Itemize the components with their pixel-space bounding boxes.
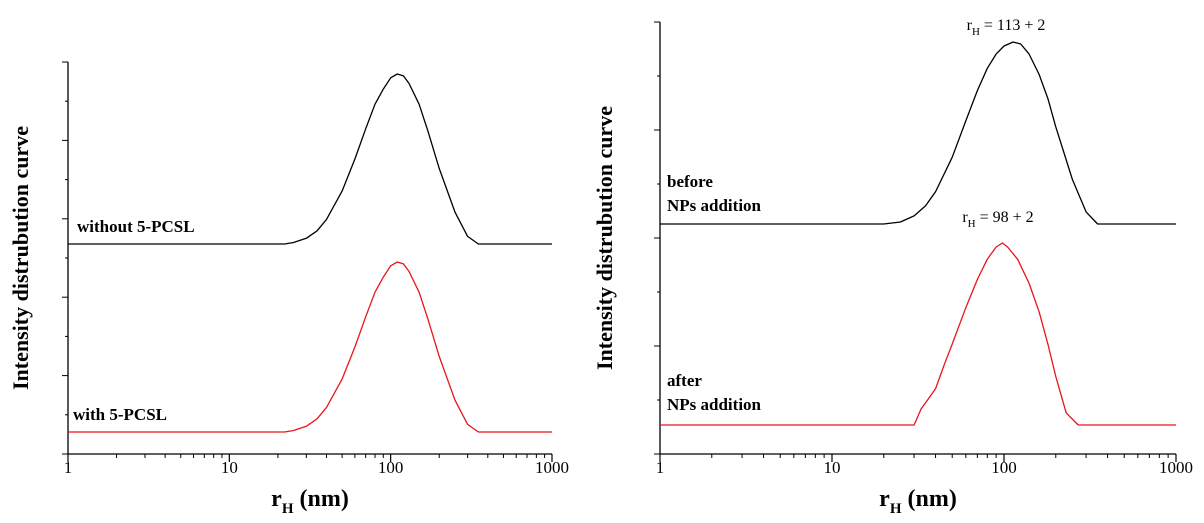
x-tick-label: 100 — [991, 458, 1017, 477]
annotation-rest: = 98 + 2 — [976, 209, 1034, 226]
x-tick-label: 10 — [824, 458, 841, 477]
x-axis-label-sub: H — [282, 501, 294, 517]
x-axis-label-rest: (nm) — [294, 486, 349, 512]
annotation-sub: H — [972, 26, 980, 38]
annotation-sub: H — [968, 218, 976, 230]
series-label: before — [667, 172, 713, 191]
series-line-before — [660, 41, 1176, 225]
x-axis-label-sub: H — [890, 501, 902, 517]
series-label: with 5-PCSL — [73, 405, 167, 424]
y-axis-label: Intensity distrubution curve — [8, 126, 33, 390]
x-tick-label: 100 — [378, 458, 404, 477]
y-axis-label: Intensity distrubution curve — [592, 106, 617, 370]
series-line-with-5-pcsl — [68, 261, 552, 433]
x-tick-label: 1 — [64, 458, 73, 477]
series-label: after — [667, 371, 702, 390]
annotation-main: r — [967, 17, 973, 34]
x-axis-label: rH (nm) — [271, 486, 349, 517]
x-tick-label: 1000 — [535, 458, 569, 477]
chart-without-with-5pcsl: 1 10 100 1000 rH (nm) Intensity distrubution … — [8, 61, 569, 517]
x-axis-label: rH (nm) — [879, 486, 957, 517]
x-tick-label: 1000 — [1159, 458, 1193, 477]
series-label: without 5-PCSL — [77, 217, 195, 236]
peak-annotation: rH = 98 + 2 — [962, 209, 1033, 230]
x-axis-label-main: r — [271, 486, 282, 512]
x-tick-label: 1 — [656, 458, 665, 477]
x-axis-label-rest: (nm) — [902, 486, 957, 512]
series-line-after — [660, 242, 1176, 426]
series-label: NPs addition — [667, 196, 762, 215]
x-axis-label-main: r — [879, 486, 890, 512]
x-tick-label: 10 — [221, 458, 238, 477]
annotation-rest: = 113 + 2 — [980, 17, 1045, 34]
series-label: NPs addition — [667, 395, 762, 414]
annotation-main: r — [962, 209, 968, 226]
peak-annotation: rH = 113 + 2 — [967, 17, 1046, 38]
series-line-without-5-pcsl — [68, 73, 552, 245]
